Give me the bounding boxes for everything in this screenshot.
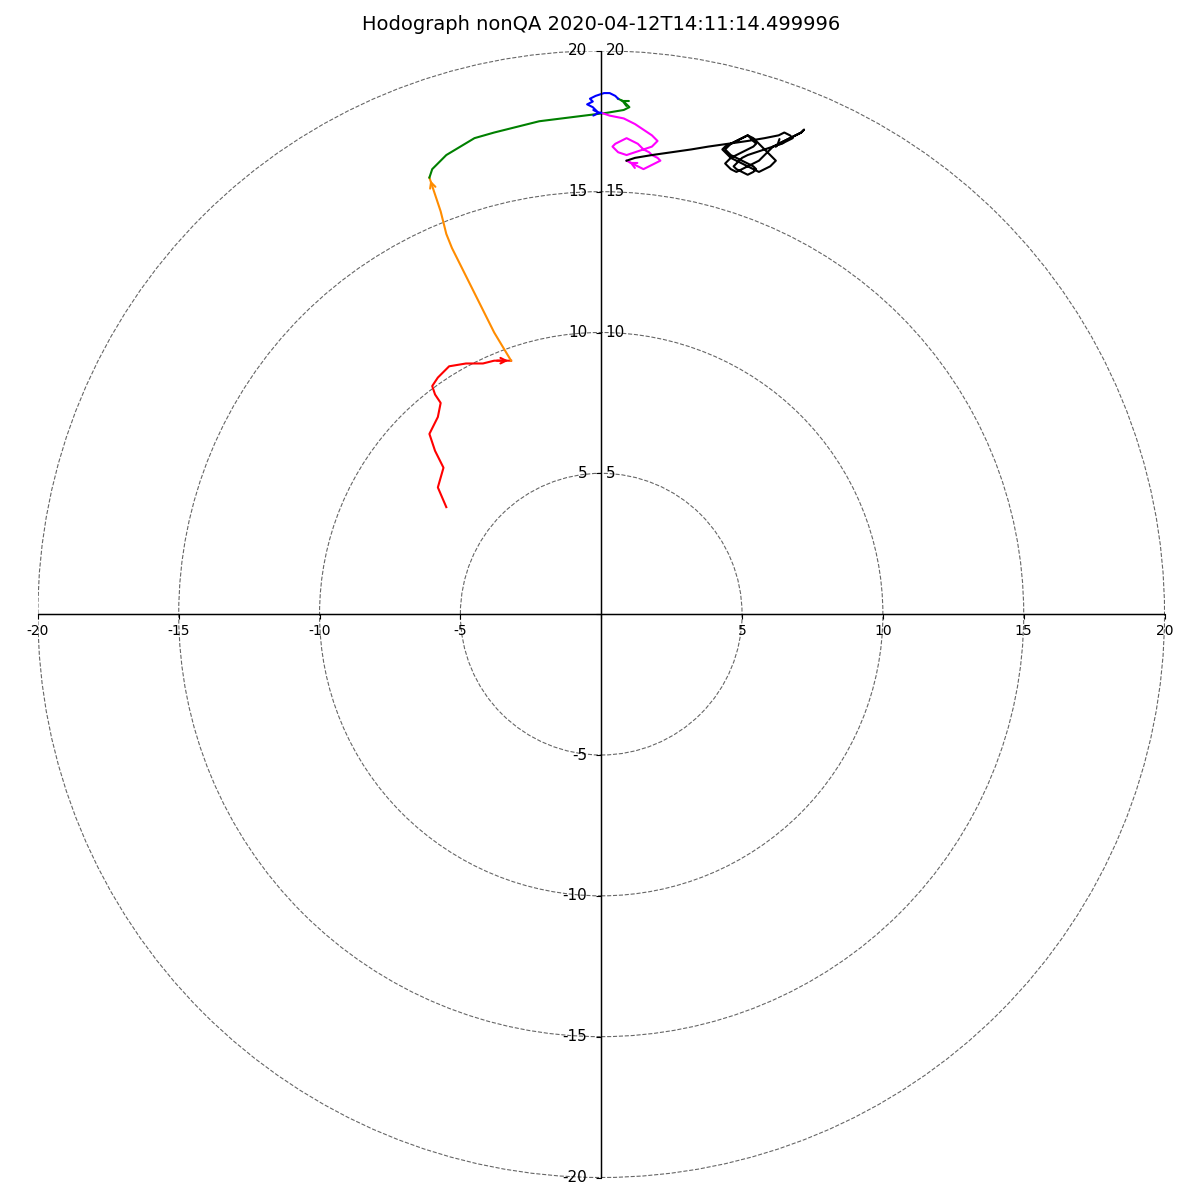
Title: Hodograph nonQA 2020-04-12T14:11:14.499996: Hodograph nonQA 2020-04-12T14:11:14.4999… (362, 14, 840, 34)
Text: 20: 20 (606, 43, 625, 59)
Text: -5: -5 (572, 748, 587, 762)
Text: 10: 10 (568, 325, 587, 340)
Text: 5: 5 (606, 466, 616, 481)
Text: 10: 10 (606, 325, 625, 340)
Text: -20: -20 (563, 1170, 587, 1186)
Text: 5: 5 (577, 466, 587, 481)
Text: 20: 20 (568, 43, 587, 59)
Text: 15: 15 (606, 184, 625, 199)
Text: 15: 15 (568, 184, 587, 199)
Text: -10: -10 (563, 888, 587, 904)
Text: -15: -15 (563, 1030, 587, 1044)
